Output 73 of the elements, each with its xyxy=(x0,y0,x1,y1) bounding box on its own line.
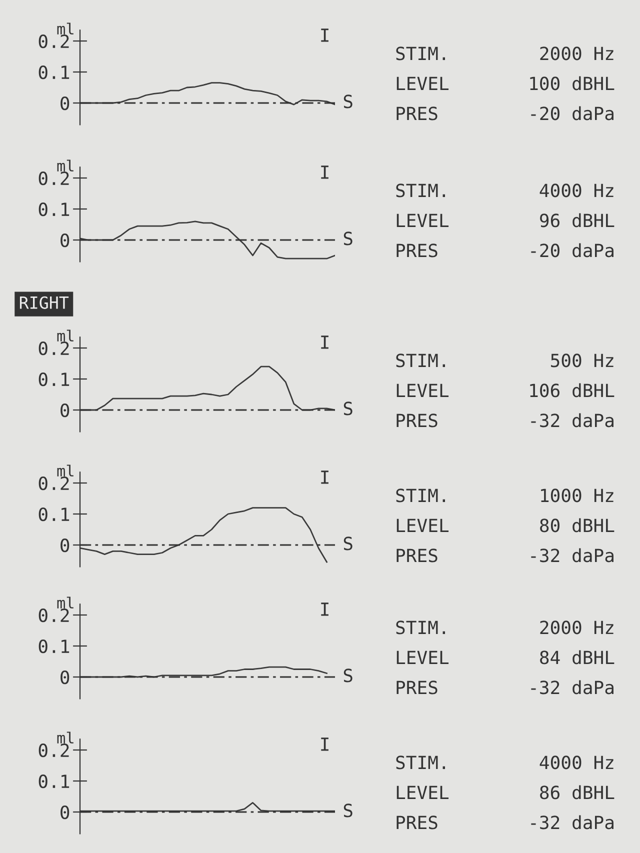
text: -20 daPa xyxy=(531,106,614,120)
text: S xyxy=(344,402,352,416)
annotation: I xyxy=(321,166,328,179)
y-tick-label: 0.1 xyxy=(38,508,70,522)
y-tick-label: 0.1 xyxy=(38,202,70,216)
annotation: I xyxy=(321,602,328,616)
y-tick-label: 0.2 xyxy=(38,608,69,622)
text: -32 daPa xyxy=(531,680,614,694)
y-tick-label: 0.2 xyxy=(38,476,69,490)
y-tick-label: 0.2 xyxy=(38,34,69,48)
text: STIM. xyxy=(396,354,446,368)
text: 2000 Hz xyxy=(540,620,614,634)
text: STIM. xyxy=(396,488,446,502)
text: STIM. xyxy=(396,756,446,770)
text: 2000 Hz xyxy=(540,46,614,60)
y-axis-title: ml xyxy=(57,464,74,476)
text: 100 dBHL xyxy=(530,76,614,90)
text: 86 dBHL xyxy=(540,785,614,800)
chart-title: RIGHT xyxy=(20,296,69,309)
text: PRES xyxy=(396,244,438,258)
y-tick-label: 0.2 xyxy=(38,172,69,186)
text: 4000 Hz xyxy=(540,756,614,770)
text: -32 daPa xyxy=(531,548,614,562)
text: LEVEL xyxy=(396,76,449,90)
y-tick-label: 0 xyxy=(60,96,70,110)
y-tick-label: 0.1 xyxy=(38,774,70,788)
text: S xyxy=(344,804,352,818)
text: PRES xyxy=(396,816,438,830)
annotation: I xyxy=(321,470,328,484)
y-axis-title: ml xyxy=(57,732,74,744)
text: -32 daPa xyxy=(531,413,614,428)
y-tick-label: 0 xyxy=(60,404,70,418)
y-tick-label: 0.1 xyxy=(38,372,70,386)
text: LEVEL xyxy=(396,650,449,664)
y-tick-label: 0 xyxy=(60,806,70,820)
y-tick-label: 0 xyxy=(60,234,70,248)
text: -20 daPa xyxy=(531,243,614,258)
y-axis-title: ml xyxy=(57,596,74,608)
text: 500 Hz xyxy=(551,354,614,368)
annotation: I xyxy=(321,28,328,42)
text: PRES xyxy=(396,414,438,428)
y-tick-label: 0.2 xyxy=(38,744,69,758)
text: 106 dBHL xyxy=(530,383,614,398)
text: STIM. xyxy=(396,184,446,198)
text: LEVEL xyxy=(396,786,449,800)
text: LEVEL xyxy=(396,384,449,398)
annotation: I xyxy=(321,738,328,751)
text: S xyxy=(344,536,352,550)
text: 80 dBHL xyxy=(540,518,614,532)
text: STIM. xyxy=(396,46,446,60)
text: 4000 Hz xyxy=(540,184,614,198)
y-tick-label: 0.2 xyxy=(38,342,69,356)
y-tick-label: 0 xyxy=(60,670,70,684)
text: LEVEL xyxy=(396,214,449,228)
y-tick-label: 0.1 xyxy=(38,66,70,80)
text: PRES xyxy=(396,548,438,562)
text: S xyxy=(344,232,352,246)
text: PRES xyxy=(396,680,438,694)
annotation: I xyxy=(321,336,328,349)
text: STIM. xyxy=(396,620,446,634)
text: S xyxy=(344,668,352,682)
y-axis-title: ml xyxy=(57,22,74,34)
text: 84 dBHL xyxy=(540,650,614,664)
text: 96 dBHL xyxy=(540,213,614,228)
y-tick-label: 0.1 xyxy=(38,640,70,654)
y-tick-label: 0 xyxy=(60,538,70,552)
text: S xyxy=(344,94,352,108)
y-axis-title: ml xyxy=(57,160,74,172)
text: PRES xyxy=(396,106,438,120)
text: 1000 Hz xyxy=(541,488,614,502)
y-axis-title: ml xyxy=(57,330,74,342)
text: -32 daPa xyxy=(531,815,614,830)
text: LEVEL xyxy=(396,518,449,532)
